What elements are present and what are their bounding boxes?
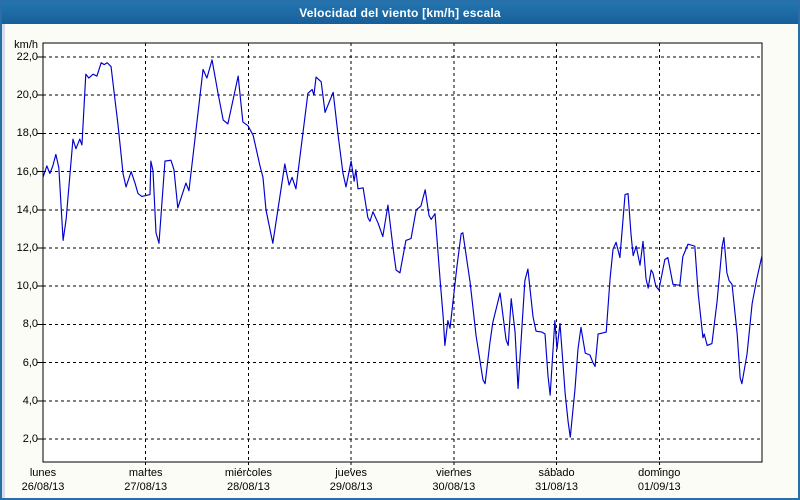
x-day-date: 26/08/13 <box>21 481 65 493</box>
x-tick-label: domingo 01/09/13 <box>609 466 709 494</box>
x-day-date: 27/08/13 <box>124 481 168 493</box>
y-tick-label: 4,0 <box>22 394 38 407</box>
x-day-name: sábado <box>538 467 575 479</box>
x-day-name: domingo <box>638 467 681 479</box>
x-tick-label: sábado 31/08/13 <box>507 466 607 494</box>
x-day-name: miércoles <box>224 467 272 479</box>
x-tick-label: viernes 30/08/13 <box>404 466 504 494</box>
x-day-name: viernes <box>436 467 472 479</box>
y-tick-label: 16,0 <box>16 165 38 178</box>
y-tick-label: 10,0 <box>16 280 38 293</box>
x-day-date: 01/09/13 <box>637 481 681 493</box>
title-bar: Velocidad del viento [km/h] escala <box>2 2 798 24</box>
x-day-date: 28/08/13 <box>227 481 270 493</box>
y-tick-label: 20,0 <box>16 89 38 102</box>
y-tick-label: 8,0 <box>22 318 38 331</box>
x-day-date: 31/08/13 <box>535 481 578 493</box>
plot-area <box>37 42 763 470</box>
x-day-date: 30/08/13 <box>432 481 476 493</box>
x-tick-label: jueves 29/08/13 <box>301 466 401 494</box>
y-tick-label: 18,0 <box>16 127 38 140</box>
x-tick-label: lunes 26/08/13 <box>0 466 93 494</box>
y-tick-label: 14,0 <box>16 203 38 216</box>
y-axis-unit-label: km/h <box>14 39 38 51</box>
x-day-name: lunes <box>29 467 57 479</box>
left-edge-strip <box>2 24 5 498</box>
x-day-name: martes <box>128 467 163 479</box>
x-day-date: 29/08/13 <box>329 481 373 493</box>
x-day-name: jueves <box>335 467 368 479</box>
x-tick-label: martes 27/08/13 <box>96 466 196 494</box>
page-title: Velocidad del viento [km/h] escala <box>299 6 501 20</box>
y-tick-label: 2,0 <box>22 433 38 446</box>
y-tick-label: 22,0 <box>16 51 38 63</box>
y-tick-label: 6,0 <box>22 356 38 369</box>
y-tick-label: 12,0 <box>16 242 38 255</box>
x-tick-label: miércoles 28/08/13 <box>198 466 298 494</box>
